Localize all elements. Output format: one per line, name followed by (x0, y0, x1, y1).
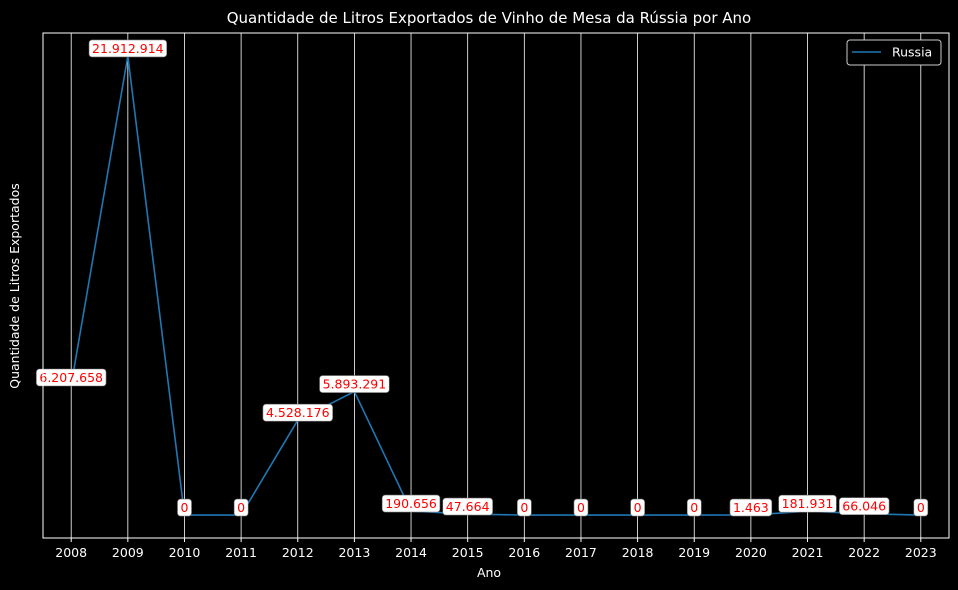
data-label-box (319, 375, 390, 393)
data-label-2013: 5.893.291 (319, 375, 390, 393)
data-label-text: 181.931 (782, 496, 834, 511)
data-label-2010: 0 (177, 498, 192, 517)
chart-title: Quantidade de Litros Exportados de Vinho… (227, 9, 752, 27)
legend-label-russia: Russia (892, 45, 932, 60)
data-label-text: 0 (917, 500, 925, 515)
data-label-box (686, 498, 702, 517)
x-tick-label-2021: 2021 (792, 545, 824, 560)
data-label-2011: 0 (233, 498, 249, 517)
data-label-box (838, 497, 890, 515)
data-label-2009: 21.912.914 (88, 39, 167, 58)
x-tick-label-2013: 2013 (338, 545, 370, 560)
x-tick-label-2011: 2011 (225, 545, 257, 560)
data-label-text: 5.893.291 (323, 377, 387, 392)
gridlines (70, 33, 922, 538)
legend: Russia (846, 39, 942, 66)
data-label-box (630, 498, 645, 517)
x-tick-label-2009: 2009 (112, 545, 144, 560)
x-axis-label: Ano (477, 565, 501, 580)
data-label-box (36, 368, 107, 387)
data-label-2023: 0 (913, 498, 929, 517)
data-label-2020: 1.463 (729, 498, 773, 517)
x-tick-label-2008: 2008 (55, 545, 87, 560)
data-label-text: 1.463 (733, 500, 769, 515)
x-tick-label-2012: 2012 (282, 545, 314, 560)
x-tick-label-2022: 2022 (848, 545, 880, 560)
x-tick-label-2014: 2014 (395, 545, 427, 560)
series-layer (70, 55, 922, 516)
data-label-2008: 6.207.658 (36, 368, 107, 387)
x-tick-label-2023: 2023 (905, 545, 937, 560)
data-label-text: 4.528.176 (266, 405, 330, 420)
data-labels: 6.207.658 21.912.914 0 0 4.528.176 5.893.291 1… (36, 39, 929, 517)
data-label-text: 6.207.658 (39, 370, 103, 385)
data-label-box (442, 497, 493, 516)
x-tick-label-2016: 2016 (508, 545, 540, 560)
data-label-box (573, 498, 589, 517)
x-axis-ticks: 2008 2009 2010 2011 2012 2013 2014 2015 2016 2017… (55, 538, 937, 560)
data-label-box (177, 498, 192, 517)
legend-box (846, 39, 942, 66)
x-tick-label-2018: 2018 (622, 545, 654, 560)
data-label-2019: 0 (686, 498, 702, 517)
data-label-2016: 0 (517, 498, 532, 517)
data-label-text: 47.664 (446, 499, 490, 514)
series-line-russia (70, 55, 921, 516)
data-label-box (778, 494, 837, 513)
data-label-box (262, 403, 333, 422)
data-label-box (233, 498, 249, 517)
data-label-text: 0 (237, 500, 245, 515)
x-tick-label-2010: 2010 (169, 545, 201, 560)
plot-frame (42, 32, 950, 539)
data-label-box (913, 498, 929, 517)
data-label-box (88, 39, 167, 58)
data-label-2012: 4.528.176 (262, 403, 333, 422)
x-tick-label-2015: 2015 (452, 545, 484, 560)
data-label-text: 0 (634, 500, 642, 515)
data-label-2018: 0 (630, 498, 645, 517)
data-label-text: 21.912.914 (92, 41, 164, 56)
data-label-2021: 181.931 (778, 494, 837, 513)
data-label-text: 190.656 (385, 496, 437, 511)
x-tick-label-2020: 2020 (735, 545, 767, 560)
x-tick-label-2017: 2017 (565, 545, 597, 560)
data-label-text: 0 (181, 500, 189, 515)
data-label-text: 0 (520, 500, 528, 515)
data-label-2017: 0 (573, 498, 589, 517)
data-label-2014: 190.656 (381, 494, 441, 513)
data-label-2022: 66.046 (838, 497, 890, 515)
y-axis-label: Quantidade de Litros Exportados (7, 183, 22, 389)
data-label-text: 66.046 (842, 499, 886, 514)
data-label-text: 0 (577, 500, 585, 515)
data-label-box (517, 498, 532, 517)
data-label-text: 0 (690, 500, 698, 515)
x-tick-label-2019: 2019 (678, 545, 710, 560)
data-label-box (381, 494, 441, 513)
data-label-2015: 47.664 (442, 497, 493, 516)
data-label-box (729, 498, 773, 517)
